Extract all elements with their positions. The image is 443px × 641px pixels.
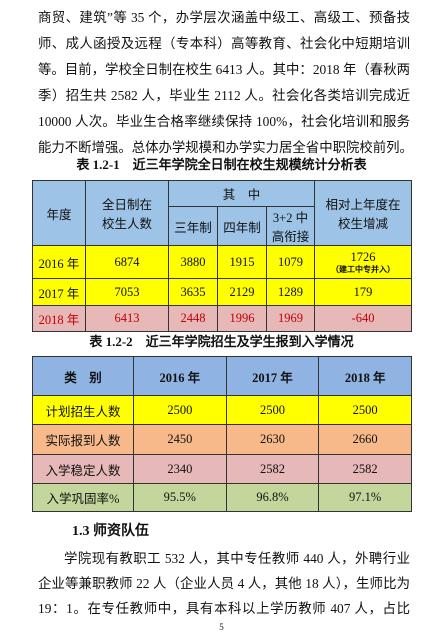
table-cell: 2017 年: [32, 278, 86, 306]
table-cell: 1915: [217, 245, 267, 279]
table-cell: 2500: [318, 395, 412, 425]
table-cell: -640: [314, 305, 412, 332]
header-row: 年度 全日制在校生人数 其 中 相对上年度在校生增减: [32, 180, 412, 246]
table-cell: 95.5%: [133, 483, 227, 512]
cell-text: 7053: [114, 284, 140, 299]
header-cell: 四年制: [217, 206, 267, 246]
table-caption: 表 1.2-2 近三年学院招生及学生报到入学情况: [89, 334, 354, 349]
table-cell: 2500: [225, 395, 320, 425]
text-line: 季）招生共 2582 人，毕业生 2112 人。社会化各类培训完成近: [38, 88, 410, 103]
table-row: 2017 年 7053 3635 2129 1289 179: [32, 278, 412, 306]
table-cell: 计划招生人数: [32, 395, 134, 425]
cell-text: 6874: [114, 254, 140, 269]
header-cell: 年度: [32, 180, 86, 246]
cell-note: （建工中专并入）: [331, 264, 395, 274]
table-cell: 2450: [133, 424, 227, 455]
table-cell: 7053: [85, 278, 169, 306]
table-cell: 97.1%: [318, 483, 412, 512]
table-cell: 实际报到人数: [32, 424, 134, 455]
table: 年度 全日制在校生人数 其 中 相对上年度在校生增减 三年制 四年制 3+2 中…: [32, 180, 412, 332]
cell-text: 3635: [180, 284, 206, 299]
text-line: 19：1。在专任教师中，具有本科以上学历教师 407 人，占比: [38, 601, 410, 616]
header-cell: 全日制在校生人数: [85, 180, 169, 246]
header-cell: 相对上年度在校生增减: [314, 180, 412, 246]
table-row: 2018 年 6413 2448 1996 1969 -640: [32, 305, 412, 332]
cell-text: 1079: [278, 254, 303, 269]
header-cell: 2016 年: [133, 356, 227, 396]
table-cell: 入学稳定人数: [32, 454, 134, 484]
header-cell: 其 中: [168, 180, 315, 207]
header-cell: 2017 年: [225, 356, 320, 396]
table-cell: 2582: [225, 454, 320, 484]
cell-text: 1969: [278, 311, 303, 325]
cell-text: 1726: [350, 249, 376, 264]
table-cell: 2500: [133, 395, 227, 425]
table-cell: 入学巩固率%: [32, 483, 134, 512]
table-cell: 1726 （建工中专并入）: [314, 245, 412, 279]
table-cell: 2016 年: [32, 245, 86, 279]
text-line: 能力不断增强。总体办学规模和办学实力居全省中职院校前列。: [38, 140, 410, 155]
text-line: 等。目前，学校全日制在校生 6413 人。其中：2018 年（春秋两: [38, 62, 410, 77]
text-line: 师、成人函授及远程（专本科）高等教育、社会化中短期培训: [38, 36, 410, 51]
table-row: 计划招生人数 2500 2500 2500: [32, 395, 412, 425]
header-cell: 3+2 中高衔接: [266, 206, 315, 246]
table-cell: 2340: [133, 454, 227, 484]
header-cell: 2018 年: [318, 356, 412, 396]
table: 类 别 2016 年 2017 年 2018 年 计划招生人数 2500 2500 2…: [32, 356, 412, 512]
cell-text: 179: [353, 284, 373, 299]
table-row: 实际报到人数 2450 2630 2660: [32, 424, 412, 455]
cell-text: 2448: [180, 311, 206, 325]
text-line: 商贸、建筑”等 35 个，办学层次涵盖中级工、高级工、预备技: [38, 10, 410, 25]
cell-text: 1996: [229, 311, 255, 325]
table-row: 2016 年 6874 3880 1915 1079 1726 （建工中专并入）: [32, 245, 412, 279]
cell-text: 1289: [278, 284, 303, 299]
header-cell: 三年制: [168, 206, 218, 246]
table-cell: 6874: [85, 245, 169, 279]
cell-text: 1915: [229, 254, 255, 269]
cell-text: 3880: [180, 254, 206, 269]
table-cell: 1969: [266, 305, 315, 332]
cell-text: 2129: [229, 284, 255, 299]
table-cell: 2582: [318, 454, 412, 484]
table-cell: 2660: [318, 424, 412, 455]
table-body: 计划招生人数 2500 2500 2500 实际报到人数 2450 2630 2660 入学稳定…: [32, 395, 412, 512]
table-cell: 6413: [85, 305, 169, 332]
table-body: 2016 年 6874 3880 1915 1079 1726 （建工中专并入） 2017 年…: [32, 245, 412, 332]
text-line: 企业等兼职教师 22 人（企业人员 4 人，其他 18 人），生师比为: [38, 576, 410, 591]
table-caption: 表 1.2-1 近三年学院全日制在校生规模统计分析表: [76, 157, 367, 172]
page-number: 5: [219, 622, 224, 632]
header-row: 类 别 2016 年 2017 年 2018 年: [32, 356, 412, 396]
table-cell: 2129: [217, 278, 267, 306]
cell-text: 2017 年: [38, 286, 80, 301]
table-cell: 1996: [217, 305, 267, 332]
cell-text: 2016 年: [38, 256, 80, 271]
table-cell: 2018 年: [32, 305, 86, 332]
text-line: 10000 人次。毕业生合格率继续保持 100%，社会化培训和服务: [38, 114, 410, 129]
cell-text: 2018 年: [38, 313, 80, 327]
section-heading: 1.3 师资队伍: [72, 524, 149, 539]
table-cell: 1079: [266, 245, 315, 279]
table-cell: 96.8%: [225, 483, 320, 512]
table-cell: 179: [314, 278, 412, 306]
table-row: 入学稳定人数 2340 2582 2582: [32, 454, 412, 484]
header-cell: 类 别: [32, 356, 134, 396]
table-cell: 3880: [168, 245, 218, 279]
cell-text: 6413: [114, 311, 140, 325]
table-cell: 2448: [168, 305, 218, 332]
cell-text: -640: [351, 311, 375, 325]
table-cell: 2630: [225, 424, 320, 455]
text-line: 学院现有教职工 532 人，其中专任教师 440 人，外聘行业: [64, 551, 410, 566]
table-cell: 3635: [168, 278, 218, 306]
table-row: 入学巩固率% 95.5% 96.8% 97.1%: [32, 483, 412, 512]
table-cell: 1289: [266, 278, 315, 306]
